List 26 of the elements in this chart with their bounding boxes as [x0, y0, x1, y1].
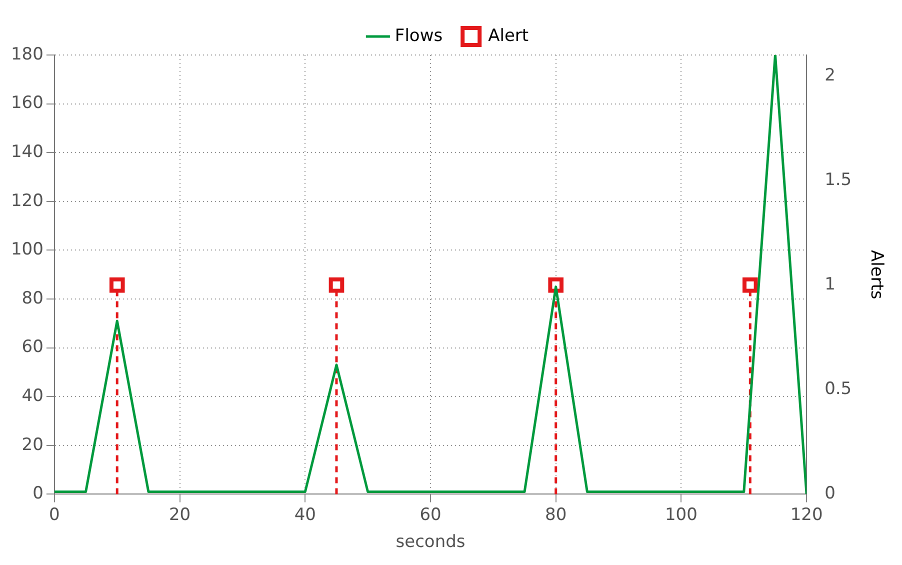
y-tick-label: 100	[10, 240, 44, 260]
x-tick-label: 120	[790, 504, 823, 525]
y-tick-label: 0	[32, 484, 44, 504]
x-tick-label: 60	[420, 504, 442, 525]
y2-tick-label: 1	[824, 274, 836, 294]
x-tick-label: 20	[168, 504, 191, 525]
y-tick-label: 80	[22, 288, 44, 308]
y2-tick-label: 1.5	[824, 170, 852, 190]
x-tick-label: 40	[294, 504, 316, 525]
y-tick-label: 120	[10, 190, 44, 211]
y-tick-label: 160	[10, 93, 44, 114]
x-axis-title: seconds	[396, 532, 466, 552]
x-tick-label: 100	[664, 504, 698, 525]
y2-axis-title: Alerts	[866, 250, 886, 300]
y-tick-label: 20	[22, 434, 44, 455]
y2-tick-label: 2	[824, 65, 836, 86]
legend-label: Flows	[394, 26, 443, 46]
y2-tick-label: 0.5	[824, 379, 852, 400]
x-tick-label: 80	[545, 504, 567, 525]
legend-label: Alert	[488, 26, 529, 46]
x-tick-label: 0	[49, 504, 60, 525]
y-tick-label: 60	[22, 337, 44, 358]
y2-tick-label: 0	[824, 484, 836, 504]
y-tick-label: 180	[10, 44, 44, 64]
y-tick-label: 140	[10, 142, 44, 162]
y-tick-label: 40	[22, 386, 44, 406]
